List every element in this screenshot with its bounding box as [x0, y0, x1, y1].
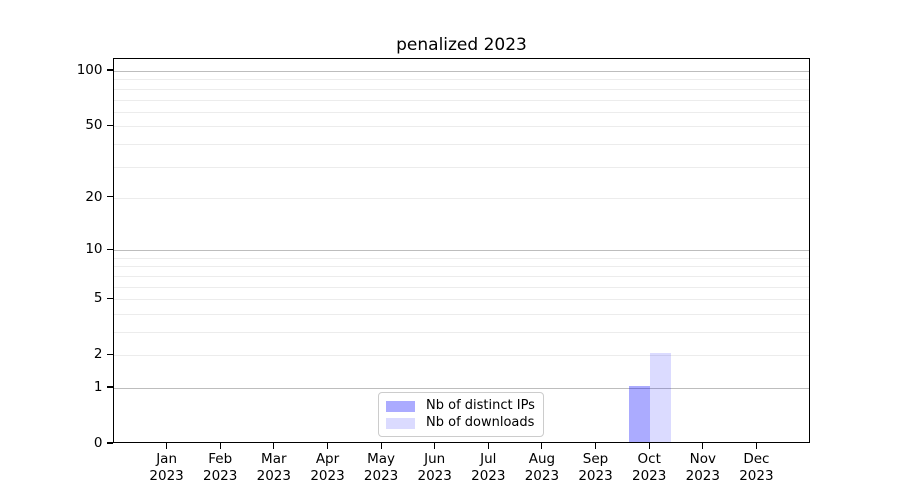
- gridline-minor: [114, 111, 809, 113]
- y-axis-label: 2: [93, 346, 103, 363]
- x-tick: [702, 443, 704, 449]
- x-tick: [273, 443, 275, 449]
- legend-label-distinct-ips: Nb of distinct IPs: [426, 398, 535, 413]
- gridline-major: [114, 71, 809, 72]
- x-tick: [541, 443, 543, 449]
- gridline-minor: [114, 99, 809, 101]
- gridline-minor: [114, 313, 809, 315]
- y-tick: [106, 69, 113, 71]
- x-axis-label: Dec 2023: [739, 451, 774, 484]
- y-tick: [106, 248, 113, 250]
- x-tick: [648, 443, 650, 449]
- y-axis-label: 10: [85, 241, 103, 258]
- legend-label-downloads: Nb of downloads: [426, 415, 535, 430]
- x-tick: [755, 443, 757, 449]
- legend-item-distinct-ips: Nb of distinct IPs: [386, 398, 535, 414]
- chart-title: penalized 2023: [396, 35, 527, 55]
- x-axis-label: Feb 2023: [203, 451, 238, 484]
- x-axis-label: May 2023: [363, 451, 399, 484]
- gridline-minor: [114, 266, 809, 268]
- gridline-minor: [114, 88, 809, 90]
- x-axis-label: Mar 2023: [256, 451, 291, 484]
- y-tick: [106, 353, 113, 355]
- gridline-minor: [114, 257, 809, 259]
- gridline-minor: [114, 275, 809, 277]
- y-axis-label: 1: [93, 379, 103, 395]
- x-tick: [380, 443, 382, 449]
- x-axis-label: Sep 2023: [578, 451, 613, 484]
- x-tick: [594, 443, 597, 449]
- gridline-minor: [114, 143, 809, 145]
- y-tick: [106, 386, 113, 388]
- x-tick: [487, 443, 489, 449]
- gridline-major: [114, 388, 809, 389]
- y-axis-label: 20: [85, 188, 103, 205]
- gridline-minor: [114, 355, 809, 357]
- y-tick: [106, 442, 113, 444]
- gridline-major: [114, 250, 809, 252]
- y-axis-label: 100: [76, 62, 103, 78]
- y-axis-label: 0: [93, 435, 103, 451]
- x-axis-label: Aug 2023: [524, 451, 560, 484]
- y-axis-label: 50: [85, 117, 103, 134]
- x-tick: [219, 443, 221, 449]
- gridline-minor: [114, 286, 809, 288]
- gridline-minor: [114, 197, 809, 199]
- y-tick: [106, 124, 113, 126]
- legend-swatch-downloads-icon: [386, 417, 415, 429]
- y-tick: [106, 297, 113, 299]
- gridline-minor: [114, 126, 809, 128]
- gridline-minor: [114, 299, 809, 301]
- gridline-minor: [114, 79, 809, 81]
- legend: Nb of distinct IPs Nb of downloads: [378, 392, 544, 437]
- x-tick: [326, 443, 329, 449]
- x-axis-label: Jul 2023: [471, 451, 506, 484]
- gridline-minor: [114, 332, 809, 333]
- x-axis-label: Nov 2023: [685, 451, 720, 484]
- y-axis-label: 5: [93, 290, 103, 307]
- x-tick: [434, 443, 436, 449]
- x-axis-label: Jan 2023: [149, 451, 184, 484]
- x-axis-label: Oct 2023: [632, 451, 667, 484]
- x-axis-label: Jun 2023: [417, 451, 452, 484]
- bars-layer: [114, 59, 809, 442]
- legend-item-downloads: Nb of downloads: [386, 415, 535, 431]
- y-tick: [106, 196, 113, 198]
- legend-swatch-distinct-ips-icon: [386, 400, 415, 412]
- bar-downloads: [650, 353, 672, 442]
- x-tick: [166, 443, 168, 449]
- grid-layer: [114, 59, 809, 442]
- plot-area: [113, 58, 810, 443]
- x-axis-label: Apr 2023: [310, 451, 345, 484]
- gridline-minor: [114, 166, 809, 168]
- bar-distinct-ips: [629, 386, 651, 442]
